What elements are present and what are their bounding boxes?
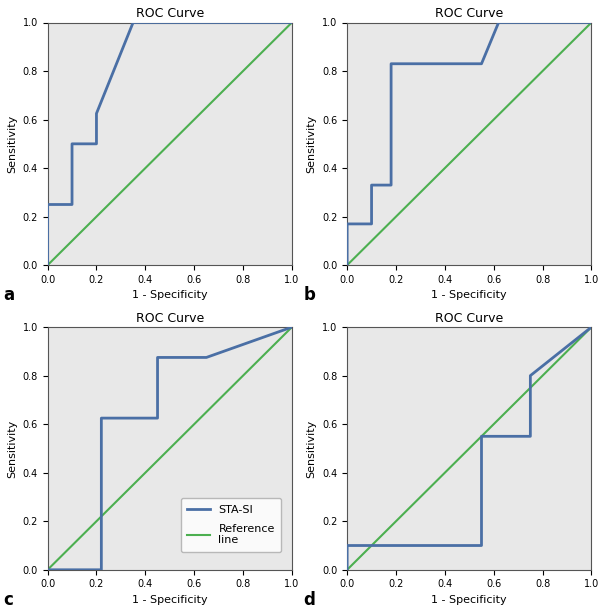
X-axis label: 1 - Specificity: 1 - Specificity [431,595,507,605]
Text: a: a [4,286,15,304]
X-axis label: 1 - Specificity: 1 - Specificity [132,291,208,300]
Text: b: b [303,286,315,304]
Title: ROC Curve: ROC Curve [136,312,204,324]
Y-axis label: Sensitivity: Sensitivity [7,419,17,477]
Legend: STA-SI, Reference
line: STA-SI, Reference line [181,498,281,552]
Y-axis label: Sensitivity: Sensitivity [307,114,316,173]
Text: c: c [4,591,13,608]
X-axis label: 1 - Specificity: 1 - Specificity [132,595,208,605]
Title: ROC Curve: ROC Curve [435,312,504,324]
Title: ROC Curve: ROC Curve [435,7,504,20]
Y-axis label: Sensitivity: Sensitivity [7,114,17,173]
Y-axis label: Sensitivity: Sensitivity [307,419,316,477]
Text: d: d [303,591,315,608]
X-axis label: 1 - Specificity: 1 - Specificity [431,291,507,300]
Title: ROC Curve: ROC Curve [136,7,204,20]
